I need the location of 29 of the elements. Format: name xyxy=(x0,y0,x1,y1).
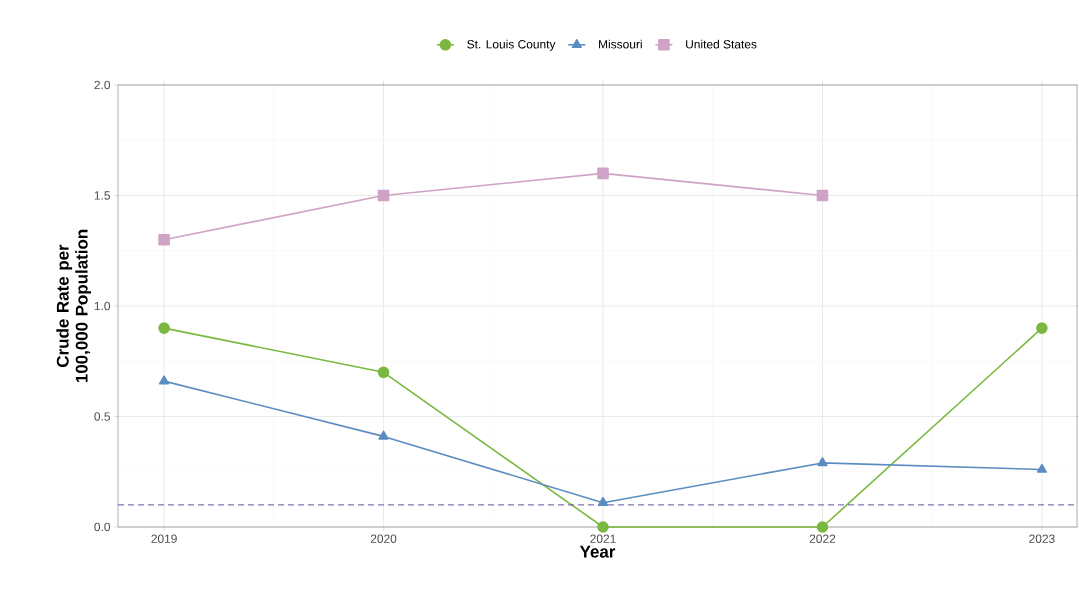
legend-label: United States xyxy=(686,39,757,49)
point xyxy=(377,366,390,379)
point xyxy=(158,233,170,246)
legend-label: St. Louis County xyxy=(467,39,556,51)
x-axis-title: Year xyxy=(579,545,616,558)
x-tick-label: 2020 xyxy=(370,534,397,543)
point xyxy=(158,322,170,334)
point xyxy=(816,189,829,202)
point xyxy=(378,430,389,440)
point xyxy=(597,521,609,533)
point xyxy=(377,189,390,202)
point xyxy=(817,457,828,467)
point xyxy=(816,521,829,533)
x-tick-label: 2023 xyxy=(1029,534,1055,543)
point xyxy=(158,375,170,385)
x-tick-label: 2021 xyxy=(590,534,616,543)
point xyxy=(597,496,609,506)
y-tick-label: 1.0 xyxy=(94,301,111,311)
y-tick-label: 0.0 xyxy=(94,522,111,532)
legend-label: Missouri xyxy=(599,39,642,49)
point xyxy=(1036,322,1048,334)
x-tick-label: 2022 xyxy=(809,534,836,543)
y-tick-label: 2.0 xyxy=(94,80,111,90)
y-tick-label: 0.5 xyxy=(94,412,110,421)
y-tick-label: 1.5 xyxy=(94,191,110,200)
point xyxy=(597,167,609,180)
y-axis-title: Crude Rate per 100,000 Population xyxy=(56,229,92,383)
x-tick-label: 2019 xyxy=(151,534,177,543)
point xyxy=(1036,463,1048,473)
